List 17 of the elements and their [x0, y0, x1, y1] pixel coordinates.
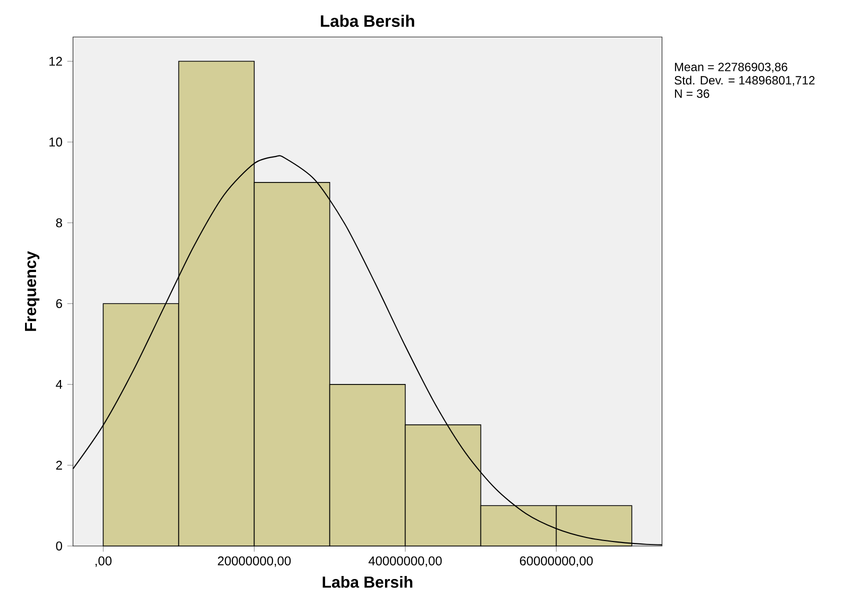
- y-tick-label: 6: [56, 299, 62, 308]
- x-tick-label: ,00: [96, 556, 112, 567]
- y-tick-label: 4: [56, 380, 62, 389]
- x-axis-title: Laba Bersih: [322, 576, 412, 588]
- y-tick-label: 12: [49, 56, 62, 66]
- chart-title: Laba Bersih: [320, 14, 414, 27]
- y-axis-title: Frequency: [25, 251, 40, 331]
- y-tick-label: 8: [56, 218, 62, 228]
- x-tick-label: 20000000,00: [218, 556, 291, 567]
- y-tick-label: 2: [56, 460, 62, 470]
- x-tick-label: 40000000,00: [368, 556, 442, 567]
- y-tick-label: 0: [56, 542, 62, 550]
- y-tick-label: 10: [49, 138, 62, 147]
- x-tick-label: 60000000,00: [520, 556, 593, 567]
- text: Mean = 22786903,86: [675, 62, 788, 73]
- text: Std. Dev. = 14896801,712: [674, 76, 815, 86]
- text: N = 36: [675, 89, 710, 98]
